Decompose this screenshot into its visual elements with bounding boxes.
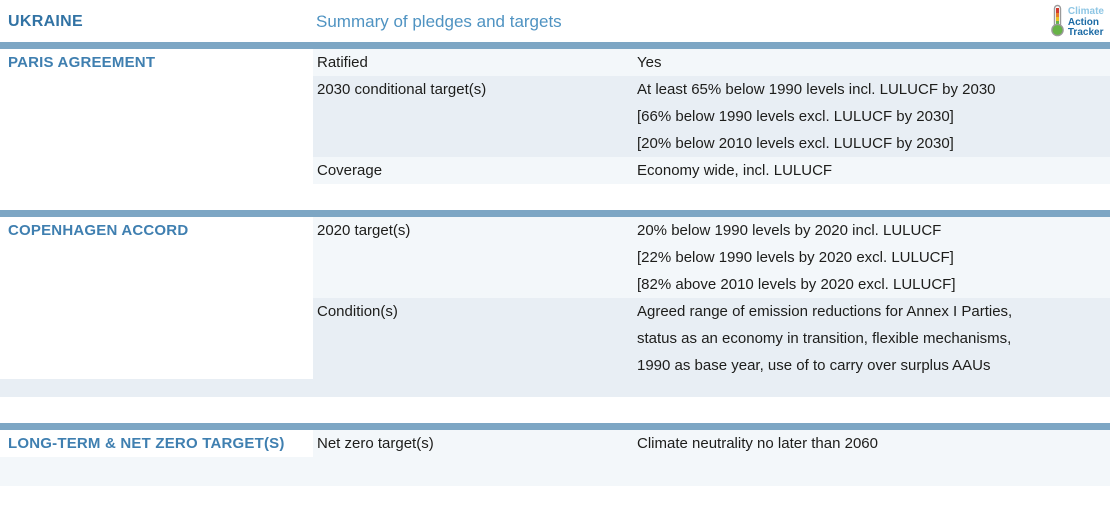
section-title: LONG-TERM & NET ZERO TARGET(S) (0, 430, 313, 457)
value-line: Climate neutrality no later than 2060 (637, 435, 878, 452)
table-row: PARIS AGREEMENT Ratified Yes (0, 49, 1110, 76)
logo-word-climate: Climate (1067, 6, 1104, 18)
value-line: Economy wide, incl. LULUCF (637, 162, 833, 179)
row-label: Coverage (317, 162, 383, 179)
value-line: [82% above 2010 levels by 2020 excl. LUL… (637, 276, 956, 293)
row-value: Yes (637, 49, 1110, 76)
thermometer-icon (1050, 4, 1065, 42)
section-divider-bar (0, 42, 1110, 49)
section-net-zero-targets: LONG-TERM & NET ZERO TARGET(S) Net zero … (0, 423, 1110, 486)
section-copenhagen-accord: COPENHAGEN ACCORD 2020 target(s) 20% bel… (0, 210, 1110, 397)
table-row: LONG-TERM & NET ZERO TARGET(S) Net zero … (0, 430, 1110, 486)
country-title: UKRAINE (8, 13, 83, 30)
row-value: Economy wide, incl. LULUCF (637, 157, 1110, 184)
logo-wordmark: Climate Action Tracker (1068, 7, 1104, 39)
row-value: Agreed range of emission reductions for … (637, 298, 1110, 379)
row-value: Climate neutrality no later than 2060 (637, 430, 1110, 457)
section-title: PARIS AGREEMENT (0, 49, 313, 76)
section-title-spacer (0, 157, 313, 184)
table-row: COPENHAGEN ACCORD 2020 target(s) 20% bel… (0, 217, 1110, 298)
table-row: 2030 conditional target(s) At least 65% … (0, 76, 1110, 157)
section-title: COPENHAGEN ACCORD (0, 217, 313, 298)
value-line: status as an economy in transition, flex… (637, 330, 1012, 347)
value-line: At least 65% below 1990 levels incl. LUL… (637, 81, 996, 98)
page-subtitle: Summary of pledges and targets (316, 12, 562, 31)
section-divider-bar (0, 210, 1110, 217)
row-label: 2020 target(s) (317, 222, 411, 239)
section-title-spacer (0, 76, 313, 157)
value-line: [22% below 1990 levels by 2020 excl. LUL… (637, 249, 954, 266)
header: UKRAINE Summary of pledges and targets C… (0, 0, 1110, 42)
table-row: Condition(s) Agreed range of emission re… (0, 298, 1110, 397)
row-label: Net zero target(s) (317, 435, 434, 452)
value-line: 1990 as base year, use of to carry over … (637, 357, 991, 374)
row-label: Condition(s) (317, 303, 398, 320)
value-line: Yes (637, 54, 662, 71)
value-line: 20% below 1990 levels by 2020 incl. LULU… (637, 222, 942, 239)
row-value: 20% below 1990 levels by 2020 incl. LULU… (637, 217, 1110, 298)
table-row: Coverage Economy wide, incl. LULUCF (0, 157, 1110, 184)
logo-word-tracker: Tracker (1067, 27, 1104, 39)
value-line: [20% below 2010 levels excl. LULUCF by 2… (637, 135, 954, 152)
logo-word-action: Action (1067, 16, 1099, 28)
section-divider-bar (0, 423, 1110, 430)
climate-action-tracker-logo: Climate Action Tracker (1050, 4, 1104, 42)
row-label: Ratified (317, 54, 368, 71)
value-line: Agreed range of emission reductions for … (637, 303, 1013, 320)
row-label: 2030 conditional target(s) (317, 81, 487, 98)
section-title-spacer (0, 298, 313, 379)
section-paris-agreement: PARIS AGREEMENT Ratified Yes 2030 condit… (0, 42, 1110, 184)
row-value: At least 65% below 1990 levels incl. LUL… (637, 76, 1110, 157)
value-line: [66% below 1990 levels excl. LULUCF by 2… (637, 108, 954, 125)
